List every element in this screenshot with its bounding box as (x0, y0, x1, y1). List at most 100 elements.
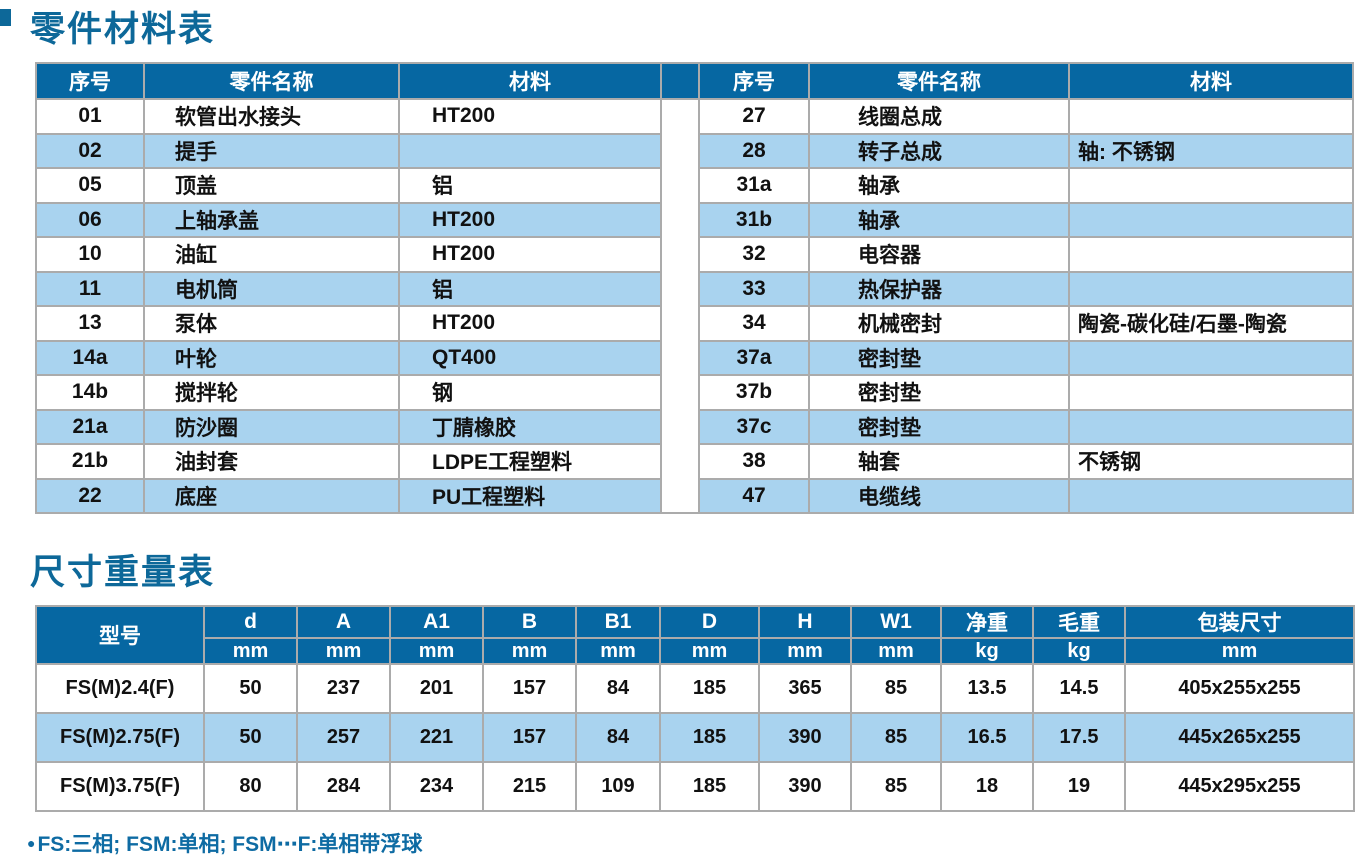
value-cell: 17.5 (1034, 714, 1124, 761)
value-cell: 234 (391, 763, 482, 810)
unit-header: mm (577, 639, 659, 663)
part-material-cell (1070, 100, 1352, 133)
value-cell: 157 (484, 665, 575, 712)
unit-header: mm (205, 639, 296, 663)
part-name-cell: 泵体 (145, 307, 398, 340)
table-row: 47 电缆线 (700, 479, 1352, 512)
table-row: 05 顶盖铝 (37, 169, 660, 202)
size-weight-table-wrap: 型号 d A A1 B B1 D H W1 净重 毛重 包装尺寸 mm mm mm mm mm mm mm mm k… (35, 605, 1355, 812)
part-material-cell: 铝 (400, 272, 660, 305)
value-cell: 215 (484, 763, 575, 810)
value-cell: 405x255x255 (1126, 665, 1353, 712)
part-name-cell: 电容器 (810, 238, 1068, 271)
value-cell: 185 (661, 763, 758, 810)
part-index-cell: 13 (37, 307, 143, 340)
value-cell: 84 (577, 714, 659, 761)
table-row: 37b 密封垫 (700, 376, 1352, 409)
table-row: 01 软管出水接头 HT200 (37, 100, 660, 133)
part-index-cell: 37a (700, 341, 808, 374)
unit-header: mm (484, 639, 575, 663)
part-index-cell: 14b (37, 376, 143, 409)
column-header: H (760, 607, 850, 637)
footnote-text: FS:三相; FSM:单相; FSM⋯F:单相带浮球 (37, 833, 423, 856)
table-row: 27 线圈总成 (700, 100, 1352, 133)
table-spacer-header (662, 62, 698, 100)
part-material-cell (400, 134, 660, 167)
table-row: 21a 防沙圈 丁腈橡胶 (37, 410, 660, 443)
value-cell: 365 (760, 665, 850, 712)
part-index-cell: 11 (37, 272, 143, 305)
part-name-cell: 顶盖 (145, 169, 398, 202)
part-index-cell: 37b (700, 376, 808, 409)
part-index-cell: 05 (37, 169, 143, 202)
value-cell: 390 (760, 714, 850, 761)
part-index-cell: 10 (37, 238, 143, 271)
table-header-row: 序号 零件名称 材料 (700, 64, 1352, 98)
parts-table-left: 序号 零件名称 材料 01 软管出水接头 HT200 02 提手 05 顶盖铝 06 上轴承盖 H… (35, 62, 662, 514)
part-name-cell: 密封垫 (810, 410, 1068, 443)
part-index-cell: 31b (700, 203, 808, 236)
column-header: W1 (852, 607, 940, 637)
table-row: 34 机械密封 陶瓷-碳化硅/石墨-陶瓷 (700, 307, 1352, 340)
model-cell: FS(M)2.75(F) (37, 714, 203, 761)
size-weight-section-title: 尺寸重量表 (30, 553, 216, 592)
value-cell: 284 (298, 763, 389, 810)
unit-header: mm (760, 639, 850, 663)
table-row: 33 热保护器 (700, 272, 1352, 305)
part-material-cell: QT400 (400, 341, 660, 374)
table-row: 10 油缸 HT200 (37, 238, 660, 271)
part-name-cell: 电机筒 (145, 272, 398, 305)
part-material-cell: HT200 (400, 307, 660, 340)
value-cell: 221 (391, 714, 482, 761)
part-index-cell: 01 (37, 100, 143, 133)
value-cell: 85 (852, 665, 940, 712)
part-index-cell: 14a (37, 341, 143, 374)
value-cell: 19 (1034, 763, 1124, 810)
part-index-cell: 28 (700, 134, 808, 167)
part-material-cell: HT200 (400, 100, 660, 133)
column-header: 包装尺寸 (1126, 607, 1353, 637)
column-header: d (205, 607, 296, 637)
part-name-cell: 叶轮 (145, 341, 398, 374)
part-name-cell: 电缆线 (810, 479, 1068, 512)
part-index-cell: 38 (700, 445, 808, 478)
part-name-cell: 机械密封 (810, 307, 1068, 340)
part-name-cell: 提手 (145, 134, 398, 167)
table-row: 28 转子总成 轴: 不锈钢 (700, 134, 1352, 167)
bullet-icon: ● (27, 835, 36, 851)
part-material-cell: 铝 (400, 169, 660, 202)
column-header: B1 (577, 607, 659, 637)
table-header-row: 型号 d A A1 B B1 D H W1 净重 毛重 包装尺寸 (37, 607, 1353, 663)
part-index-cell: 47 (700, 479, 808, 512)
parts-material-section-title: 零件材料表 (30, 10, 216, 49)
part-name-cell: 轴承 (810, 203, 1068, 236)
part-name-cell: 油缸 (145, 238, 398, 271)
parts-table-right: 序号 零件名称 材料 27 线圈总成 28 转子总成 轴: 不锈钢 31a 轴承 31b 轴承 3… (698, 62, 1354, 514)
column-header-index: 序号 (700, 64, 808, 98)
table-row: 32 电容器 (700, 238, 1352, 271)
size-weight-table: 型号 d A A1 B B1 D H W1 净重 毛重 包装尺寸 mm mm mm mm mm mm mm mm k… (35, 605, 1355, 812)
part-index-cell: 21b (37, 445, 143, 478)
unit-header: mm (852, 639, 940, 663)
unit-header: mm (661, 639, 758, 663)
part-material-cell (1070, 169, 1352, 202)
value-cell: 257 (298, 714, 389, 761)
parts-material-tables: 序号 零件名称 材料 01 软管出水接头 HT200 02 提手 05 顶盖铝 06 上轴承盖 H… (35, 62, 1354, 514)
part-name-cell: 线圈总成 (810, 100, 1068, 133)
value-cell: 85 (852, 763, 940, 810)
part-name-cell: 热保护器 (810, 272, 1068, 305)
column-header: A1 (391, 607, 482, 637)
part-name-cell: 上轴承盖 (145, 203, 398, 236)
value-cell: 185 (661, 714, 758, 761)
value-cell: 14.5 (1034, 665, 1124, 712)
table-row: 31a 轴承 (700, 169, 1352, 202)
value-cell: 201 (391, 665, 482, 712)
column-header-model: 型号 (37, 607, 203, 663)
footnote: ●FS:三相; FSM:单相; FSM⋯F:单相带浮球 (27, 828, 422, 858)
column-header: 毛重 (1034, 607, 1124, 637)
part-name-cell: 搅拌轮 (145, 376, 398, 409)
value-cell: 157 (484, 714, 575, 761)
part-material-cell: HT200 (400, 203, 660, 236)
table-row: FS(M)2.4(F) 50 237 201 157 84 185 365 85 13.5 14.5… (37, 665, 1353, 712)
value-cell: 445x295x255 (1126, 763, 1353, 810)
